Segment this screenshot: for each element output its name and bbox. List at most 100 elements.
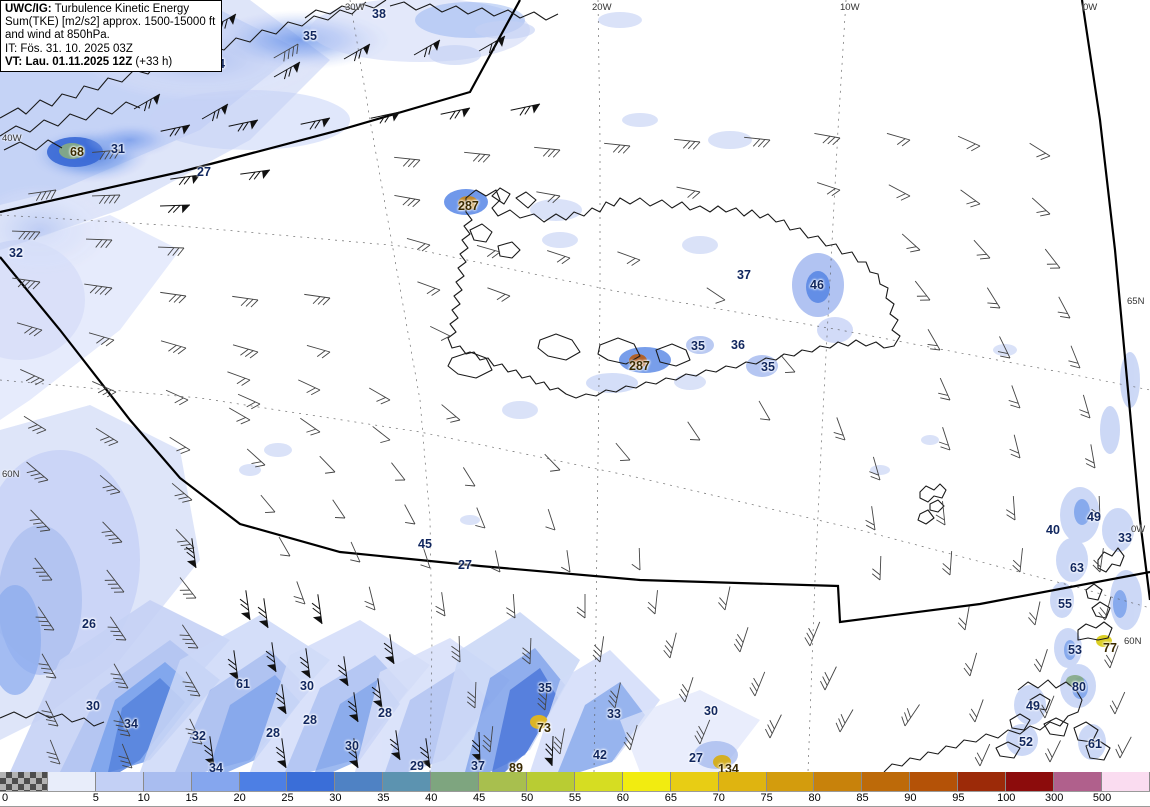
- colorbar-tick: 60: [616, 792, 630, 804]
- colorbar-tick-labels: 0 5 10 15 20 25 30 35 40 45 50 55 60 65 70 75 80 85 90 95 10…: [0, 791, 1150, 807]
- map-canvas[interactable]: 30W 20W 10W 0W 40W 60N 65N 0W 60N 35 38 34 68 31 27 32…: [0, 0, 1150, 772]
- colorbar-swatch: [526, 772, 575, 791]
- tke-value-label: 35: [303, 29, 317, 43]
- colorbar-tick: 35: [377, 792, 390, 804]
- graticule-label-65n-6: 65N: [1127, 296, 1145, 307]
- info-line-3: and wind at 850hPa.: [5, 29, 110, 42]
- colorbar-tick: 25: [281, 792, 294, 804]
- tke-value-label: 42: [593, 748, 607, 762]
- colorbar-swatch: [0, 772, 48, 791]
- info-title: Turbulence Kinetic Energy: [51, 3, 190, 15]
- colorbar-top-rule: [0, 791, 1150, 792]
- tke-value-label: 35: [538, 681, 552, 695]
- colorbar-swatch: [766, 772, 815, 791]
- colorbar-tick: 90: [904, 792, 917, 804]
- tke-value-label: 53: [1068, 643, 1082, 657]
- colorbar-tick: 95: [952, 792, 965, 804]
- colorbar-swatch: [287, 772, 336, 791]
- graticule-label-0w-3: 0W: [1083, 2, 1098, 13]
- colorbar-tick: 85: [856, 792, 869, 804]
- colorbar-swatch: [574, 772, 623, 791]
- colorbar-tick: 80: [808, 792, 821, 804]
- tke-value-label: 134: [718, 762, 739, 772]
- tke-value-label: 32: [9, 246, 23, 260]
- tke-value-label: 287: [629, 359, 650, 373]
- tke-value-label: 30: [300, 679, 314, 693]
- tke-value-label: 52: [1019, 735, 1033, 749]
- tke-value-label: 80: [1072, 680, 1086, 694]
- colorbar-swatch: [958, 772, 1007, 791]
- colorbar-swatch: [191, 772, 240, 791]
- tke-value-label: 32: [192, 729, 206, 743]
- tke-value-label: 26: [82, 617, 96, 631]
- tke-value-label: 34: [124, 717, 138, 731]
- tke-value-label: 28: [378, 706, 392, 720]
- graticule-label-60n-5: 60N: [2, 469, 20, 480]
- info-line-1: UWC/IG: Turbulence Kinetic Energy: [5, 3, 215, 16]
- colorbar-tick: 75: [760, 792, 773, 804]
- tke-value-label: 38: [372, 7, 386, 21]
- colorbar-swatch: [431, 772, 480, 791]
- graticule-lines: [0, 0, 1150, 772]
- colorbar-swatch: [95, 772, 144, 791]
- tke-value-label: 36: [731, 338, 745, 352]
- coastlines: [0, 0, 1125, 772]
- info-source: UWC/IG:: [5, 3, 52, 15]
- colorbar-swatch: [814, 772, 863, 791]
- graticule-label-40w-4: 40W: [2, 133, 22, 144]
- tke-value-label: 63: [1070, 561, 1084, 575]
- colorbar-swatch: [143, 772, 192, 791]
- tke-value-label: 68: [70, 145, 84, 159]
- colorbar-swatch: [1101, 772, 1150, 791]
- colorbar-tick: 100: [997, 792, 1016, 804]
- tke-value-label: 30: [86, 699, 100, 713]
- tke-value-label: 31: [111, 142, 125, 156]
- tke-value-label: 29: [410, 759, 424, 772]
- colorbar-swatch: [622, 772, 671, 791]
- tke-value-label: 61: [1088, 737, 1102, 751]
- colorbar-swatch: [910, 772, 959, 791]
- graticule-label-60n-8: 60N: [1124, 636, 1142, 647]
- colorbar-tick: 50: [520, 792, 534, 804]
- product-info-box: UWC/IG: Turbulence Kinetic Energy Sum(TK…: [0, 0, 223, 73]
- colorbar-swatch: [47, 772, 96, 791]
- tke-value-label: 89: [509, 761, 523, 772]
- graticule-label-10w-2: 10W: [840, 2, 860, 13]
- colorbar-tick: 0: [2, 792, 9, 804]
- tke-value-label: 73: [537, 721, 551, 735]
- tke-value-label: 34: [209, 761, 223, 772]
- tke-value-label: 30: [704, 704, 718, 718]
- colorbar-swatch: [335, 772, 384, 791]
- tke-value-label: 27: [197, 165, 211, 179]
- colorbar-tick: 55: [568, 792, 582, 804]
- tke-value-label: 45: [418, 537, 432, 551]
- info-lead-time: (+33 h): [132, 55, 173, 68]
- colorbar-swatch: [1006, 772, 1054, 791]
- tke-value-label: 61: [236, 677, 250, 691]
- info-line-init-time: IT: Fös. 31. 10. 2025 03Z: [5, 42, 133, 55]
- colorbar-swatch: [239, 772, 288, 791]
- tke-value-label: 40: [1046, 523, 1060, 537]
- colorbar-swatches: [0, 772, 1150, 791]
- info-valid-time: VT: Lau. 01.11.2025 12Z: [5, 55, 133, 68]
- tke-value-label: 35: [691, 339, 705, 353]
- colorbar-swatch: [1053, 772, 1102, 791]
- tke-value-label: 33: [1118, 531, 1132, 545]
- tke-value-label: 37: [737, 268, 751, 282]
- tke-value-label: 37: [471, 759, 485, 772]
- colorbar-tick: 5: [92, 792, 99, 804]
- tke-value-label: 28: [303, 713, 317, 727]
- colorbar[interactable]: 0 5 10 15 20 25 30 35 40 45 50 55 60 65 70 75 80 85 90 95 10…: [0, 772, 1150, 807]
- graticule-label-20w-1: 20W: [592, 2, 612, 13]
- graticule-label-30w-0: 30W: [345, 2, 365, 13]
- colorbar-tick: 500: [1092, 792, 1112, 804]
- colorbar-swatch: [670, 772, 719, 791]
- tke-value-label: 27: [689, 751, 703, 765]
- colorbar-swatch: [862, 772, 911, 791]
- colorbar-swatch: [383, 772, 432, 791]
- tke-value-label: 49: [1026, 699, 1040, 713]
- colorbar-tick: 45: [473, 792, 486, 804]
- tke-value-label: 28: [266, 726, 280, 740]
- colorbar-tick: 40: [425, 792, 438, 804]
